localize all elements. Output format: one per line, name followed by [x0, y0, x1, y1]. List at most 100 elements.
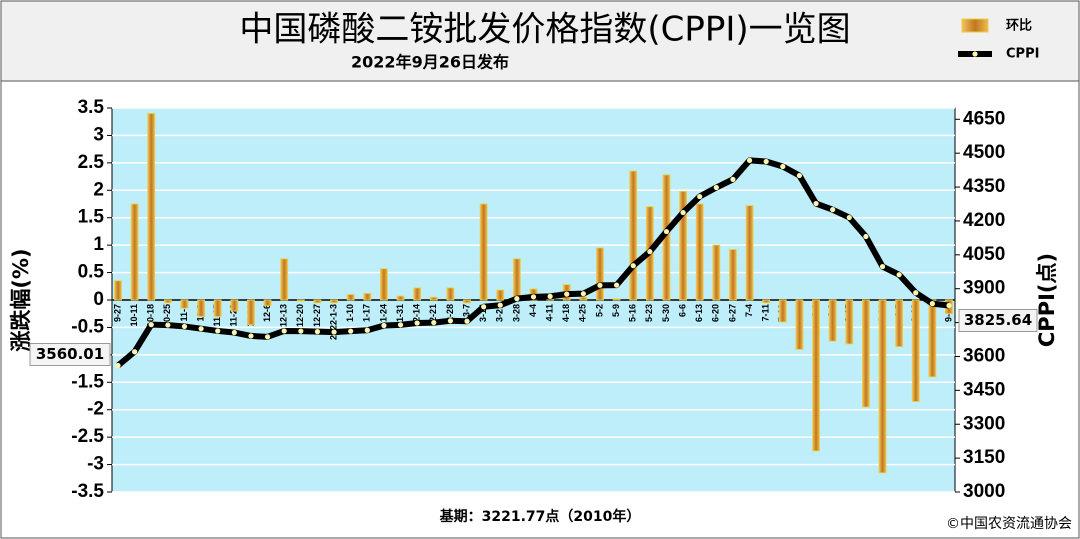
bar: [512, 258, 521, 301]
line-marker: [730, 176, 736, 182]
x-tick-label: 2-28: [445, 304, 455, 322]
bar: [413, 287, 422, 301]
line-marker: [597, 282, 603, 288]
y2-tick-label: 4050: [963, 244, 1005, 265]
bar: [396, 295, 405, 301]
bar: [163, 299, 172, 304]
bar: [795, 299, 804, 350]
line-marker: [348, 328, 354, 334]
bar: [579, 296, 588, 301]
line-marker: [198, 326, 204, 332]
x-tick-label: 7-11: [761, 304, 771, 322]
y2-tick-label: 4650: [963, 108, 1005, 129]
y2-tick-label: 3600: [963, 345, 1005, 366]
x-tick-label: 3-14: [478, 304, 488, 322]
x-tick-label: 11-1: [179, 304, 189, 322]
line-marker: [580, 291, 586, 297]
y-tick-label: 3.5: [78, 97, 105, 118]
line-marker: [896, 272, 902, 278]
x-tick-label: 11-22: [229, 304, 239, 327]
bar: [313, 299, 322, 304]
x-tick-label: 3-7: [461, 304, 471, 317]
x-tick-label: 1-10: [345, 304, 355, 322]
y-tick-label: 0: [93, 289, 104, 310]
line-marker: [447, 318, 453, 324]
y-tick-label: 0.5: [78, 262, 105, 283]
x-tick-label: 5-23: [644, 304, 654, 322]
bar: [463, 299, 471, 304]
line-marker: [614, 282, 620, 288]
line-marker: [414, 320, 420, 326]
bar: [380, 268, 388, 301]
bar: [247, 299, 255, 326]
annotation: 3560.01: [36, 345, 104, 363]
line-marker: [314, 329, 321, 335]
y-axis-label: 涨跌幅(%): [9, 248, 33, 351]
y2-tick-label: 3450: [963, 379, 1005, 400]
line-marker: [746, 157, 753, 164]
bar: [878, 299, 887, 474]
x-tick-label: 5-30: [661, 304, 671, 322]
line-marker: [381, 322, 387, 329]
line-marker: [331, 329, 337, 335]
x-tick-label: 2-21: [428, 304, 438, 322]
x-tick-label: 6-20: [711, 304, 721, 322]
y-tick-label: -2.5: [71, 426, 104, 447]
line-marker: [497, 302, 503, 308]
line-marker: [630, 263, 636, 269]
annotation: 3825.64: [964, 311, 1032, 329]
x-tick-label: 5-9: [611, 304, 621, 317]
line-marker: [763, 158, 769, 165]
bar: [695, 203, 704, 301]
chart-subtitle: 2022年9月26日发布: [351, 53, 509, 72]
y2-tick-label: 3900: [963, 278, 1005, 299]
x-tick-label: 12-27: [312, 304, 322, 327]
x-tick-label: 12-20: [295, 304, 305, 327]
y2-tick-label: 4350: [963, 176, 1005, 197]
y2-axis-label: CPPI(点): [1035, 253, 1059, 347]
footnote: 基期：3221.77点（2010年）: [440, 508, 641, 525]
line-marker: [564, 291, 570, 297]
y-tick-label: -2: [87, 399, 104, 420]
bar: [147, 113, 156, 301]
bar: [446, 287, 455, 301]
bar: [895, 299, 904, 348]
x-tick-label: 1-17: [362, 304, 372, 322]
bar: [679, 190, 687, 301]
bar: [296, 299, 305, 302]
bar: [911, 299, 920, 402]
bar: [745, 205, 754, 301]
line-marker: [364, 327, 370, 333]
x-tick-label: 5-2: [594, 304, 604, 317]
bar: [845, 299, 854, 345]
line-marker: [115, 362, 121, 369]
bar: [429, 296, 438, 301]
line-marker: [281, 328, 287, 334]
line-marker: [697, 193, 703, 200]
legend-label: CPPI: [1006, 47, 1039, 62]
line-marker: [547, 293, 553, 299]
bar: [612, 298, 621, 301]
line-marker: [846, 214, 852, 221]
line-marker: [530, 294, 537, 300]
bar: [330, 299, 338, 304]
bar: [263, 299, 272, 306]
bar: [629, 170, 638, 301]
bar: [828, 299, 837, 342]
x-tick-label: 4-25: [578, 304, 588, 322]
line-marker: [647, 249, 653, 255]
y2-tick-label: 4500: [963, 142, 1005, 163]
y2-tick-label: 3150: [963, 447, 1005, 468]
bar: [346, 294, 355, 301]
y-tick-label: 2: [93, 179, 104, 200]
x-tick-label: 3-21: [495, 304, 505, 322]
line-marker: [863, 233, 869, 240]
line-marker: [680, 209, 686, 216]
bar: [114, 280, 122, 301]
x-tick-label: 1-31: [395, 304, 405, 322]
bar: [197, 299, 206, 317]
bar: [230, 299, 239, 312]
x-tick-label: 3-28: [511, 304, 521, 322]
bar: [363, 293, 372, 301]
